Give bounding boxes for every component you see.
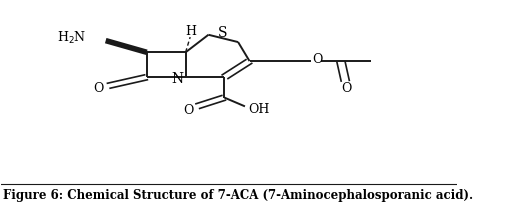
Text: Figure 6: Chemical Structure of 7-ACA (7-Aminocephalosporanic acid).: Figure 6: Chemical Structure of 7-ACA (7… bbox=[3, 188, 473, 201]
Text: O: O bbox=[183, 103, 194, 116]
Text: N: N bbox=[171, 71, 183, 85]
Text: S: S bbox=[219, 26, 228, 40]
Text: H: H bbox=[185, 25, 196, 38]
Text: O: O bbox=[93, 81, 103, 94]
Text: H$_2$N: H$_2$N bbox=[57, 30, 86, 46]
Text: O: O bbox=[341, 82, 352, 95]
Text: OH: OH bbox=[248, 103, 269, 116]
Text: O: O bbox=[312, 53, 322, 66]
